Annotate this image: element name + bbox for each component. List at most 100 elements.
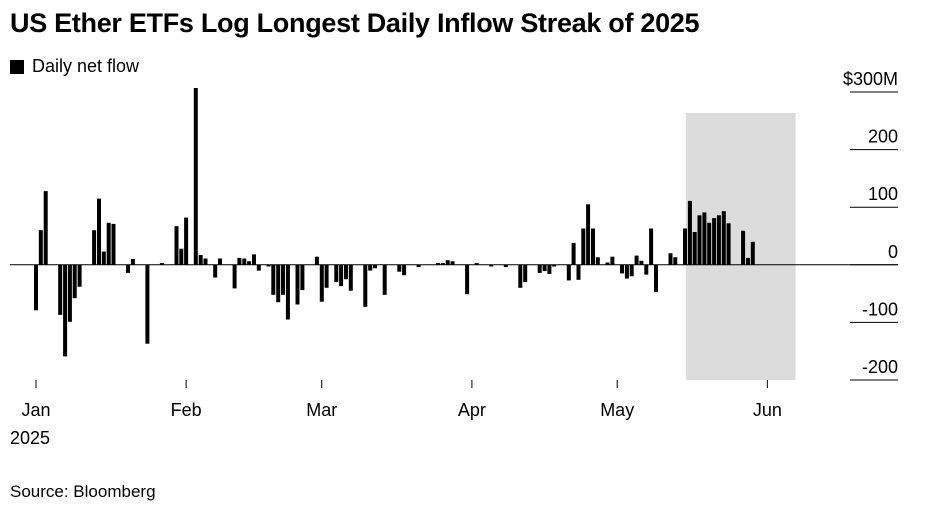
bar: [63, 264, 68, 357]
chart-title: US Ether ETFs Log Longest Daily Inflow S…: [10, 8, 700, 38]
bar: [542, 264, 547, 272]
bar: [218, 258, 222, 265]
highlight-band: [685, 113, 796, 380]
bar: [271, 264, 276, 295]
bar: [654, 264, 658, 292]
x-tick-sublabel: 2025: [10, 428, 50, 448]
bar: [721, 211, 726, 265]
bar: [402, 264, 407, 276]
bar: [440, 263, 445, 265]
bar: [276, 264, 281, 303]
bar: [489, 264, 494, 267]
bar: [750, 241, 755, 265]
bar: [232, 264, 237, 289]
bar: [111, 223, 116, 265]
bar: [193, 88, 198, 265]
bar: [97, 198, 101, 265]
bar: [712, 218, 717, 265]
bar: [620, 264, 624, 274]
bar: [344, 264, 348, 280]
bar: [591, 228, 595, 265]
bar: [726, 223, 731, 265]
bar: [436, 263, 440, 265]
bar: [692, 232, 697, 265]
bar: [213, 264, 218, 278]
bar: [474, 263, 479, 265]
bar: [38, 230, 43, 265]
bar: [106, 222, 111, 265]
bar: [252, 254, 256, 265]
bar: [566, 264, 571, 281]
bar: [72, 264, 77, 299]
bar: [198, 255, 203, 265]
bar: [397, 264, 402, 272]
bar: [581, 228, 586, 265]
x-tick-label: Mar: [306, 400, 337, 420]
bar: [126, 264, 130, 273]
bar: [334, 264, 339, 283]
y-tick-label: 0: [888, 242, 898, 262]
bar: [416, 264, 421, 268]
bar: [130, 259, 135, 265]
bar: [586, 204, 591, 265]
x-tick-label: Jan: [21, 400, 50, 420]
legend-swatch: [10, 59, 24, 74]
bar: [552, 264, 557, 267]
x-tick-label: May: [600, 400, 634, 420]
bar: [43, 191, 48, 265]
bar: [324, 264, 329, 288]
bar: [571, 242, 576, 265]
bar: [145, 264, 150, 344]
bar: [348, 264, 353, 291]
y-tick-label: -100: [862, 299, 898, 319]
bar: [450, 261, 455, 265]
bar: [285, 264, 290, 320]
bar: [339, 264, 344, 287]
bar: [503, 264, 508, 268]
bar: [547, 264, 552, 274]
y-tick-label: 200: [868, 127, 898, 147]
bar: [639, 260, 644, 265]
bar: [58, 264, 63, 315]
bar: [256, 264, 261, 271]
bar: [518, 264, 523, 288]
bar: [445, 260, 450, 265]
bar: [668, 253, 673, 265]
x-tick-label: Feb: [171, 400, 202, 420]
bar: [610, 256, 615, 265]
bar: [281, 264, 285, 295]
y-tick-label: $300M: [843, 69, 898, 89]
bar: [644, 264, 649, 275]
bar: [382, 264, 387, 295]
bar: [203, 258, 208, 265]
x-tick-label: Jun: [753, 400, 782, 420]
bar: [697, 215, 702, 265]
bar: [159, 263, 164, 265]
legend: Daily net flow: [10, 56, 139, 77]
bar: [314, 256, 319, 265]
bar: [716, 215, 721, 265]
bar: [67, 264, 72, 322]
bar: [624, 264, 629, 279]
bar: [629, 264, 634, 277]
x-tick-label: Apr: [458, 400, 486, 420]
bar: [373, 264, 377, 269]
bar: [605, 262, 610, 265]
bar: [523, 264, 528, 283]
bar: [77, 264, 82, 287]
bar: [319, 264, 324, 302]
bar: [34, 264, 38, 311]
y-tick-label: -200: [862, 357, 898, 377]
bar: [702, 212, 707, 265]
bar: [184, 217, 189, 265]
bar: [237, 257, 242, 265]
bar: [295, 264, 300, 305]
bar: [242, 258, 247, 265]
bar: [92, 230, 97, 265]
bar: [683, 228, 687, 265]
bar: [266, 264, 271, 267]
bar: [746, 257, 750, 265]
bar: [537, 264, 542, 273]
y-tick-label: 100: [868, 184, 898, 204]
